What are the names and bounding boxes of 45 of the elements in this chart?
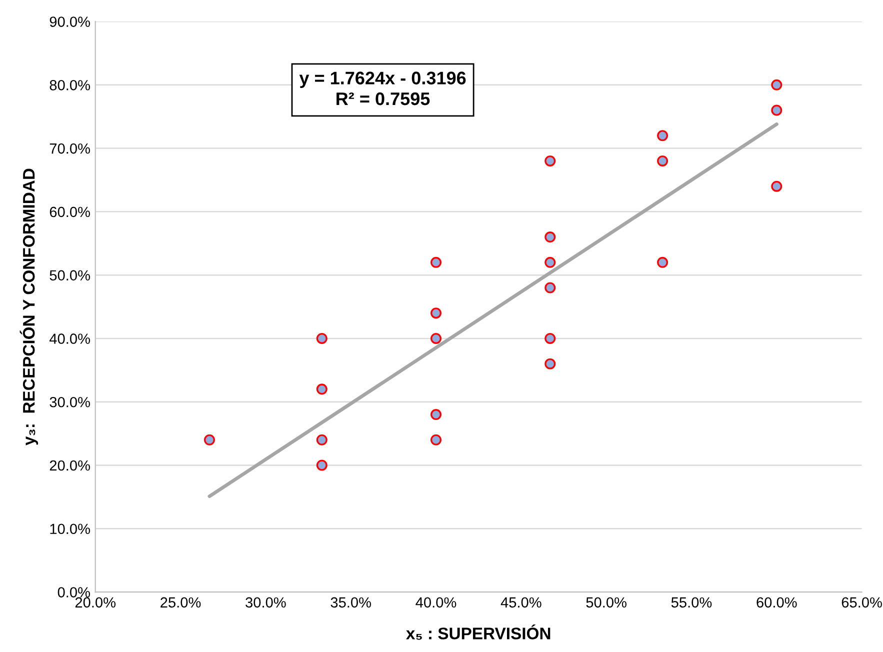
point: [771, 104, 782, 116]
x-tick-label: 45.0%: [500, 597, 542, 608]
point: [204, 434, 215, 446]
y-tick-label: 60.0%: [50, 206, 90, 218]
x-tick-label: 30.0%: [246, 597, 286, 608]
x-tick-label: 65.0%: [842, 597, 882, 608]
y-tick-label: 90.0%: [50, 16, 90, 27]
point: [771, 79, 782, 90]
y-tick-label: 0.0%: [58, 587, 90, 598]
point: [316, 332, 328, 344]
y-tick-label: 30.0%: [50, 396, 90, 408]
y-tick-label: 70.0%: [50, 143, 90, 154]
annotation: y = 1.7624x - 0.3196 R² = 0.7595: [299, 72, 466, 106]
point: [430, 256, 442, 268]
point: [316, 460, 328, 471]
y-tick-label: 80.0%: [50, 80, 90, 90]
point: [316, 434, 328, 446]
x-tick-label: 25.0%: [160, 597, 201, 608]
point: [430, 434, 442, 446]
x-tick-label: 35.0%: [330, 597, 372, 608]
point: [657, 130, 668, 142]
point: [544, 155, 556, 166]
x-tick-label: 60.0%: [756, 597, 797, 608]
point: [544, 332, 556, 344]
y-tick-label: 20.0%: [50, 460, 90, 471]
point: [657, 256, 668, 268]
point: [430, 409, 442, 420]
x-axis-title: x₅ : SUPERVISIÓN: [406, 624, 550, 640]
point: [430, 332, 442, 344]
x-tick-label: 40.0%: [416, 597, 456, 608]
point: [430, 308, 442, 319]
point: [771, 180, 782, 192]
y-tick-label: 40.0%: [49, 334, 90, 344]
x-tick-label: 50.0%: [586, 597, 626, 608]
x-tick-label: 20.0%: [75, 597, 116, 608]
point: [544, 282, 556, 294]
point: [316, 384, 328, 395]
y-tick-label: 50.0%: [50, 270, 90, 280]
point: [544, 256, 556, 268]
y-axis-title: y₃: RECEPCIÓN Y CONFORMIDAD: [20, 168, 38, 446]
y-tick-label: 10.0%: [50, 524, 90, 534]
point: [544, 358, 556, 370]
point: [657, 155, 668, 166]
x-tick-label: 55.0%: [671, 597, 712, 608]
point: [544, 232, 556, 243]
